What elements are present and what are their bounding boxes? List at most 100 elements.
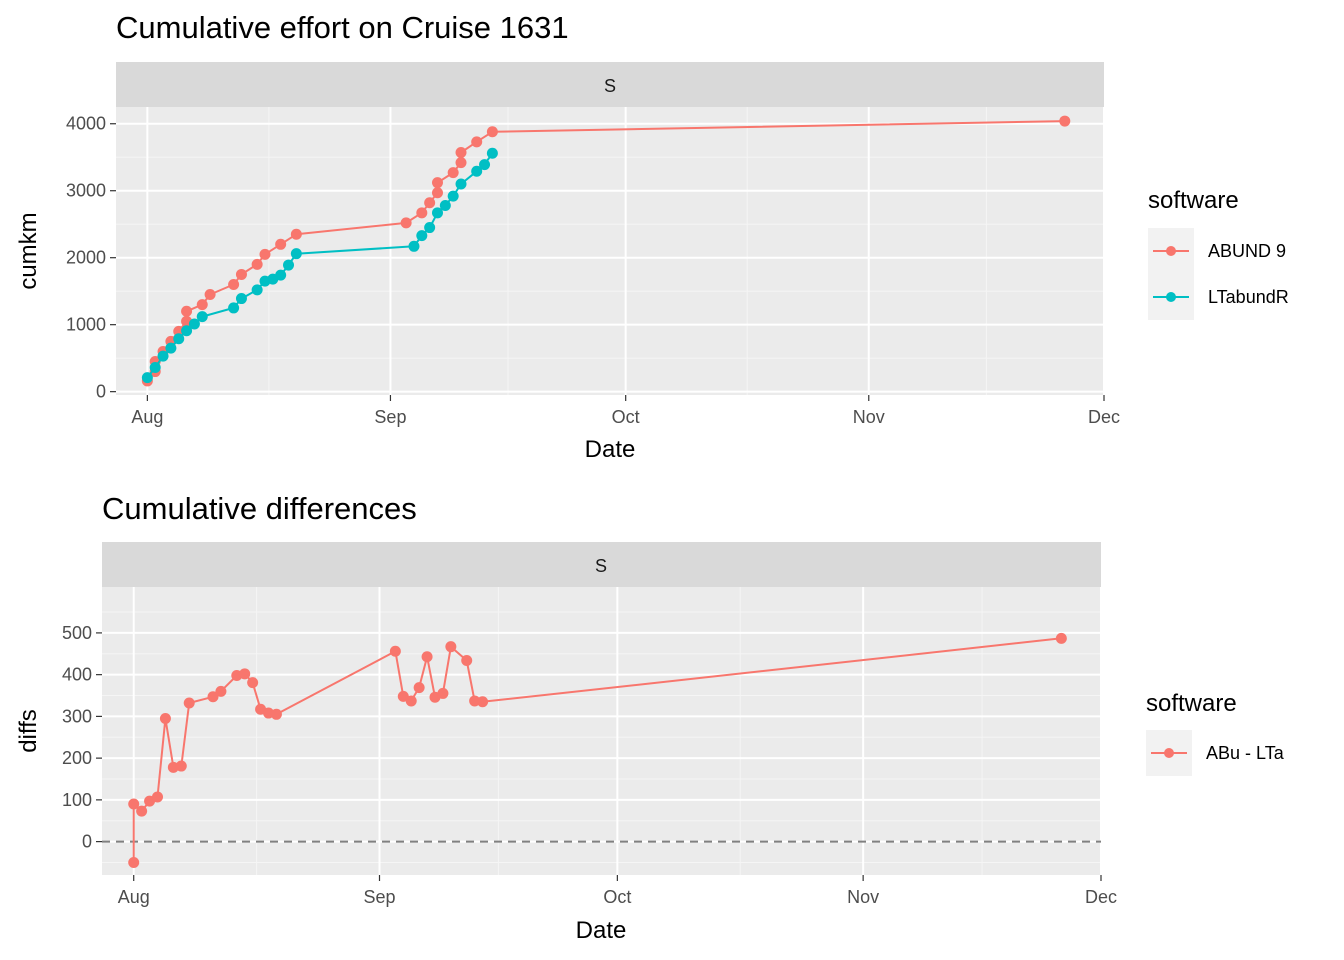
x-tick-label: Sep: [363, 887, 395, 907]
data-point: [228, 302, 240, 314]
x-tick-label: Nov: [853, 407, 885, 427]
x-tick-label: Sep: [374, 407, 406, 427]
data-point: [270, 708, 282, 720]
y-axis: 0 1000 2000 3000 4000: [66, 114, 116, 402]
legend-title: software: [1146, 690, 1237, 717]
y-tick-label: 500: [62, 623, 92, 643]
data-point: [247, 677, 259, 689]
data-point: [1059, 115, 1071, 127]
data-point: [204, 289, 216, 301]
data-point: [416, 230, 428, 242]
data-point: [251, 258, 263, 270]
x-axis: Aug Sep Oct Nov Dec: [131, 395, 1120, 427]
y-tick-label: 1000: [66, 315, 106, 335]
data-point: [416, 207, 428, 219]
data-point: [431, 187, 443, 199]
data-point: [400, 217, 412, 229]
data-point: [239, 668, 251, 680]
chart-title: Cumulative differences: [102, 491, 417, 526]
data-point: [413, 682, 425, 694]
data-point: [455, 178, 467, 190]
legend-key-dot: [1166, 292, 1176, 302]
data-point: [1055, 632, 1067, 644]
data-point: [290, 248, 302, 260]
grid: [116, 107, 1105, 395]
y-tick-label: 300: [62, 706, 92, 726]
data-point: [165, 342, 177, 354]
data-point: [159, 712, 171, 724]
y-tick-label: 400: [62, 665, 92, 685]
data-point: [173, 333, 185, 345]
y-axis-title: diffs: [15, 709, 42, 753]
data-point: [447, 190, 459, 202]
facet-label: S: [595, 556, 607, 576]
data-point: [471, 136, 483, 148]
data-point: [455, 157, 467, 169]
data-point: [421, 651, 433, 663]
data-point: [157, 350, 169, 362]
data-point: [128, 856, 140, 868]
y-tick-label: 0: [96, 382, 106, 402]
data-point: [389, 645, 401, 657]
series-marks: [141, 115, 1071, 387]
data-point: [431, 177, 443, 189]
chart-title: Cumulative effort on Cruise 1631: [116, 10, 569, 45]
data-point: [207, 691, 219, 703]
x-tick-label: Nov: [847, 887, 879, 907]
data-point: [469, 695, 481, 707]
data-point: [290, 228, 302, 240]
legend-label-abu-lta: ABu - LTa: [1206, 743, 1285, 763]
data-point: [408, 240, 420, 252]
data-point: [228, 278, 240, 290]
data-point: [275, 238, 287, 250]
data-point: [149, 362, 161, 374]
facet-strip: [102, 542, 1101, 587]
data-point: [183, 697, 195, 709]
data-point: [141, 372, 153, 384]
data-point: [445, 641, 457, 653]
data-point: [259, 248, 271, 260]
data-point: [283, 259, 295, 271]
data-point: [196, 311, 208, 323]
data-point: [215, 685, 227, 697]
data-point: [128, 798, 140, 810]
legend: software ABu - LTa: [1146, 690, 1285, 776]
data-point: [136, 805, 148, 817]
legend-key-dot: [1166, 246, 1176, 256]
plot-area: [116, 107, 1104, 395]
data-point: [181, 325, 193, 337]
data-point: [477, 696, 489, 708]
legend-label-abund9: ABUND 9: [1208, 241, 1286, 261]
x-axis-title: Date: [585, 436, 636, 463]
y-tick-label: 200: [62, 748, 92, 768]
data-point: [479, 159, 491, 171]
data-point: [486, 126, 498, 138]
data-point: [196, 299, 208, 311]
panel-cumulative-differences: Cumulative differences S 0 100 200 300 400 50…: [15, 491, 1285, 944]
legend-label-ltabundr: LTabundR: [1208, 287, 1289, 307]
data-point: [431, 207, 443, 219]
data-point: [235, 268, 247, 280]
x-tick-label: Aug: [131, 407, 163, 427]
y-tick-label: 100: [62, 790, 92, 810]
data-point: [471, 165, 483, 177]
data-point: [455, 147, 467, 159]
data-point: [275, 269, 287, 281]
data-point: [424, 222, 436, 234]
data-point: [437, 687, 449, 699]
data-point: [188, 318, 200, 330]
facet-label: S: [604, 76, 616, 96]
data-point: [447, 167, 459, 179]
x-tick-label: Dec: [1085, 887, 1117, 907]
legend-title: software: [1148, 187, 1239, 214]
x-axis: Aug Sep Oct Nov Dec: [118, 875, 1117, 907]
y-axis-title: cumkm: [15, 212, 42, 289]
y-tick-label: 0: [82, 832, 92, 852]
plot-area: [102, 587, 1101, 875]
y-tick-label: 3000: [66, 181, 106, 201]
legend-key-dot: [1164, 748, 1174, 758]
data-point: [486, 147, 498, 159]
x-tick-label: Oct: [603, 887, 631, 907]
data-point: [181, 305, 193, 317]
